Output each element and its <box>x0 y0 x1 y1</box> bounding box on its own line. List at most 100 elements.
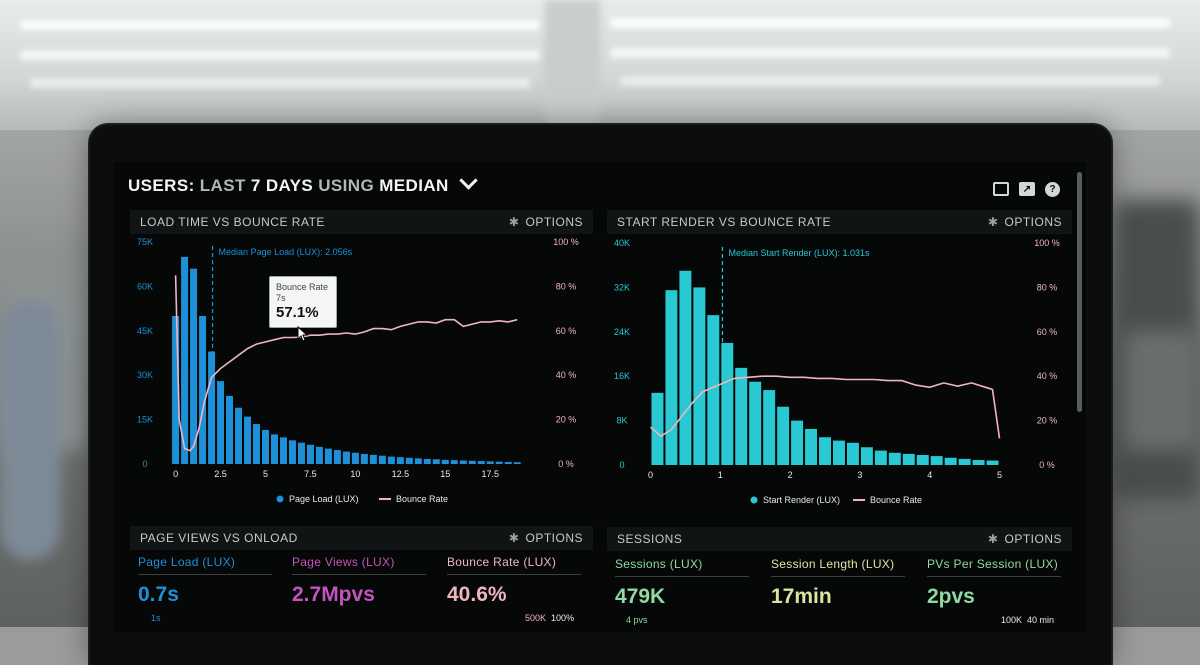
panel-title: LOAD TIME VS BOUNCE RATE <box>140 215 325 229</box>
y-tick-label: 75K <box>137 237 153 247</box>
divider <box>615 576 749 577</box>
stat-sub: 4 pvs <box>626 615 648 625</box>
share-icon[interactable]: ↗ <box>1019 182 1035 196</box>
y-tick-label: 30K <box>137 370 153 380</box>
bar <box>916 455 929 465</box>
stat-page-views[interactable]: Page Views (LUX) 2.7Mpvs <box>292 555 426 607</box>
legend-label: Page Load (LUX) <box>289 494 359 504</box>
stat-page-load[interactable]: Page Load (LUX) 0.7s 1s <box>138 555 272 623</box>
title-median: MEDIAN <box>379 176 449 195</box>
bar <box>735 367 748 465</box>
ceiling-light <box>20 50 540 60</box>
options-button[interactable]: ✱ OPTIONS <box>988 215 1062 229</box>
bounce-rate-line <box>174 275 518 452</box>
y-tick-label: 24K <box>614 327 630 337</box>
x-tick-label: 5 <box>997 470 1002 480</box>
x-tick-label: 5 <box>263 469 268 479</box>
page-title[interactable]: USERS: LAST 7 DAYS USING MEDIAN <box>128 171 478 196</box>
stat-label: Bounce Rate (LUX) <box>447 555 557 569</box>
divider <box>447 574 581 575</box>
x-tick-label: 3 <box>857 470 862 480</box>
bar <box>902 453 915 465</box>
bar <box>235 407 243 464</box>
bar <box>832 440 845 465</box>
bar <box>450 460 458 464</box>
x-tick-label: 2 <box>788 470 793 480</box>
options-button[interactable]: ✱ OPTIONS <box>509 531 583 545</box>
y-right-tick-label: 80 % <box>1037 282 1058 292</box>
bar <box>405 457 413 464</box>
panel-header: START RENDER VS BOUNCE RATE ✱ OPTIONS <box>607 210 1072 234</box>
stat-sub: 40 min <box>1027 615 1055 625</box>
bar <box>930 456 943 465</box>
median-annotation: Median Start Render (LUX): 1.031s <box>728 248 870 258</box>
bar <box>217 381 225 464</box>
stat-label: Page Views (LUX) <box>292 555 395 569</box>
chevron-down-icon[interactable] <box>459 171 478 190</box>
bar <box>860 447 873 465</box>
bar <box>253 424 260 464</box>
bar <box>944 457 957 465</box>
tooltip-subtitle: 7s <box>276 293 286 303</box>
y-right-tick-label: 60 % <box>556 326 577 336</box>
stat-session-length[interactable]: Session Length (LUX) 17min <box>771 557 905 609</box>
x-tick-label: 4 <box>927 470 932 480</box>
ceiling-light <box>20 20 540 30</box>
ceiling-light <box>620 76 1160 86</box>
stat-sub: 1s <box>151 613 161 623</box>
bar <box>805 428 818 465</box>
options-label: OPTIONS <box>525 531 583 545</box>
bar <box>270 434 278 464</box>
bar <box>721 342 734 465</box>
tooltip-value: 57.1% <box>276 304 319 321</box>
bar <box>791 420 804 465</box>
y-right-tick-label: 80 % <box>556 281 577 291</box>
sessions-panel: SESSIONS ✱ OPTIONS Sessions (LUX) 479K 4 … <box>607 527 1072 632</box>
page-views-panel: PAGE VIEWS VS ONLOAD ✱ OPTIONS Page Load … <box>130 526 593 632</box>
bar <box>459 460 467 464</box>
bar <box>665 290 678 465</box>
y-right-tick-label: 60 % <box>1037 327 1058 337</box>
help-icon[interactable]: ? <box>1045 182 1060 197</box>
load-time-panel: LOAD TIME VS BOUNCE RATE ✱ OPTIONS 0 15K 30… <box>130 210 593 508</box>
options-button[interactable]: ✱ OPTIONS <box>509 215 583 229</box>
panel-title: SESSIONS <box>617 532 683 546</box>
bar <box>679 270 692 465</box>
x-tick-label: 0 <box>173 469 178 479</box>
stat-label: PVs Per Session (LUX) <box>927 557 1059 571</box>
stat-value: 0.7s <box>138 583 179 606</box>
title-using: USING <box>318 176 375 195</box>
options-button[interactable]: ✱ OPTIONS <box>988 532 1062 546</box>
title-users: USERS: <box>128 176 195 195</box>
stat-value: 2.7Mpvs <box>292 583 375 606</box>
bar <box>468 460 476 464</box>
bar <box>369 454 377 464</box>
y-tick-label: 45K <box>137 326 153 336</box>
y-right-tick-label: 0 % <box>1039 460 1055 470</box>
bar <box>477 461 485 464</box>
ceiling-light <box>30 78 530 88</box>
bar <box>958 458 971 465</box>
bar <box>874 450 887 465</box>
panel-header: PAGE VIEWS VS ONLOAD ✱ OPTIONS <box>130 526 593 550</box>
bar <box>986 460 999 465</box>
bar <box>262 429 269 464</box>
monitor-icon[interactable] <box>993 182 1009 196</box>
options-label: OPTIONS <box>1004 532 1062 546</box>
y-right-tick-label: 40 % <box>1037 371 1058 381</box>
bar <box>495 461 503 464</box>
bar <box>306 444 314 464</box>
y-tick-label: 0 <box>619 460 624 470</box>
bar <box>181 256 189 464</box>
stat-sessions[interactable]: Sessions (LUX) 479K 4 pvs <box>615 557 749 625</box>
y-tick-label: 16K <box>614 371 630 381</box>
stat-value: 479K <box>615 585 666 608</box>
y-right-tick-label: 20 % <box>1037 416 1058 426</box>
scrollbar[interactable] <box>1077 172 1082 412</box>
stat-bounce-rate[interactable]: Bounce Rate (LUX) 40.6% 500K 100% <box>447 555 581 623</box>
stat-pvs-per-session[interactable]: PVs Per Session (LUX) 2pvs 100K 40 min <box>927 557 1061 625</box>
bar <box>707 315 720 465</box>
load-time-chart: 0 15K 30K 45K 60K 75K 0 % 20 % 40 % 60 % 80 % 100 %… <box>137 237 579 504</box>
legend-label: Bounce Rate <box>870 495 922 505</box>
bar <box>279 437 287 464</box>
